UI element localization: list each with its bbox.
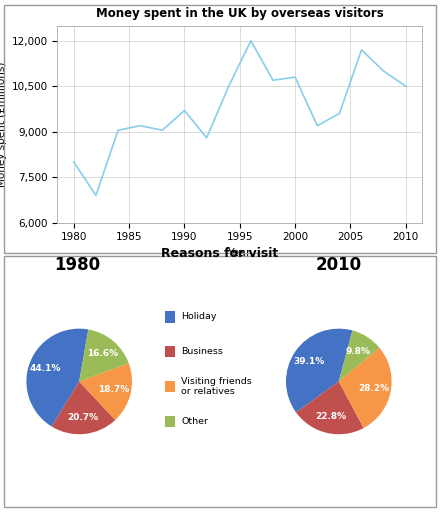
Wedge shape bbox=[286, 329, 352, 412]
Text: Reasons for visit: Reasons for visit bbox=[161, 247, 279, 260]
Text: Holiday: Holiday bbox=[181, 312, 217, 322]
Wedge shape bbox=[339, 330, 379, 381]
X-axis label: Year: Year bbox=[228, 248, 252, 258]
Wedge shape bbox=[51, 381, 115, 434]
Text: 9.8%: 9.8% bbox=[346, 347, 370, 356]
Text: 20.7%: 20.7% bbox=[67, 413, 99, 422]
Text: Business: Business bbox=[181, 347, 223, 356]
Title: Money spent in the UK by overseas visitors: Money spent in the UK by overseas visito… bbox=[96, 7, 384, 20]
Wedge shape bbox=[26, 329, 88, 426]
Text: 1980: 1980 bbox=[54, 256, 100, 274]
Text: 28.2%: 28.2% bbox=[359, 384, 389, 393]
Text: 44.1%: 44.1% bbox=[30, 364, 61, 373]
Y-axis label: Money spent (£millions): Money spent (£millions) bbox=[0, 61, 7, 187]
Wedge shape bbox=[79, 329, 129, 381]
Text: 2010: 2010 bbox=[316, 256, 362, 274]
Wedge shape bbox=[339, 348, 392, 428]
Wedge shape bbox=[296, 381, 363, 434]
Text: Visiting friends
or relatives: Visiting friends or relatives bbox=[181, 377, 252, 396]
Wedge shape bbox=[79, 363, 132, 420]
Text: 22.8%: 22.8% bbox=[315, 412, 346, 421]
Text: 39.1%: 39.1% bbox=[293, 356, 325, 366]
Text: 16.6%: 16.6% bbox=[87, 349, 118, 358]
Text: Other: Other bbox=[181, 417, 208, 426]
Text: 18.7%: 18.7% bbox=[99, 385, 130, 394]
